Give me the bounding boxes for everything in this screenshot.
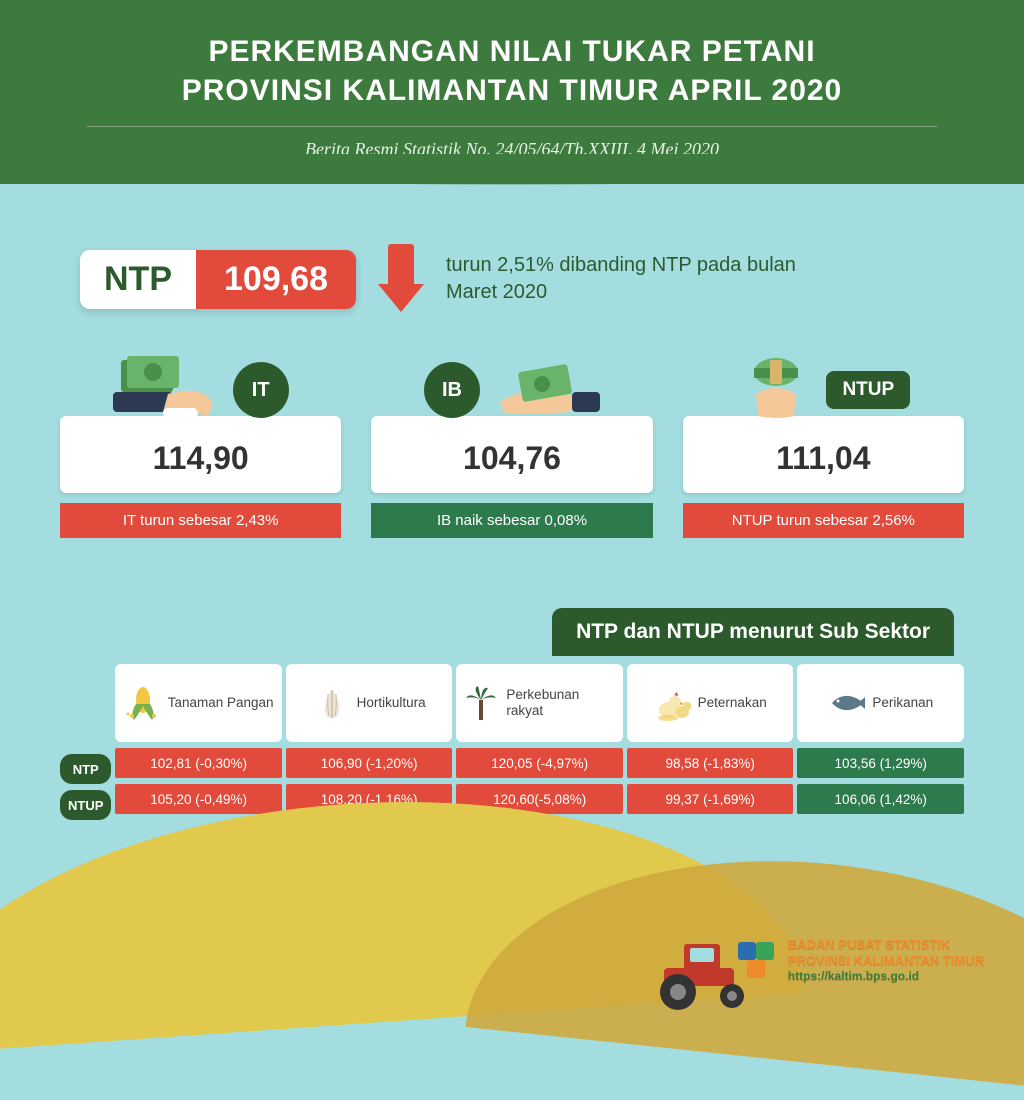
subsector-column: Perikanan 103,56 (1,29%) 106,06 (1,42%) — [797, 664, 964, 820]
cell-ntp: 120,05 (-4,97%) — [456, 748, 623, 778]
column-name: Tanaman Pangan — [168, 695, 274, 711]
footer-illustration — [0, 844, 1024, 1024]
cell-ntp: 102,81 (-0,30%) — [115, 748, 282, 778]
subsector-column: Perkebunan rakyat 120,05 (-4,97%) 120,60… — [456, 664, 623, 820]
content: NTP 109,68 turun 2,51% dibanding NTP pad… — [0, 184, 1024, 820]
ntp-value: 109,68 — [196, 250, 356, 309]
cell-ntp: 98,58 (-1,83%) — [627, 748, 794, 778]
value-it: 114,90 — [60, 416, 341, 493]
subsector-table: NTP NTUP Tanaman Pangan 102,81 (-0,30%) … — [60, 664, 964, 820]
hand-receive-money-icon — [490, 354, 600, 426]
note-it: IT turun sebesar 2,43% — [60, 503, 341, 538]
subsector-heading: NTP dan NTUP menurut Sub Sektor — [552, 608, 954, 656]
org-line1: BADAN PUSAT STATISTIK — [788, 937, 984, 953]
cell-ntup: 99,37 (-1,69%) — [627, 784, 794, 814]
column-name: Perkebunan rakyat — [506, 687, 617, 718]
column-name: Perikanan — [872, 695, 933, 711]
column-header: Perikanan — [797, 664, 964, 742]
cell-ntup: 105,20 (-0,49%) — [115, 784, 282, 814]
fish-icon — [828, 684, 866, 722]
subsector-column: Tanaman Pangan 102,81 (-0,30%) 105,20 (-… — [115, 664, 282, 820]
ntp-label: NTP — [80, 250, 196, 309]
three-metric-cards: IT 114,90 IT turun sebesar 2,43% IB 104,… — [60, 354, 964, 538]
garlic-icon — [313, 684, 351, 722]
footer-text: BADAN PUSAT STATISTIK PROVINSI KALIMANTA… — [788, 937, 984, 985]
tag-ntup: NTUP — [826, 371, 910, 409]
note-ntup: NTUP turun sebesar 2,56% — [683, 503, 964, 538]
value-ib: 104,76 — [371, 416, 652, 493]
column-header: Hortikultura — [286, 664, 453, 742]
column-name: Peternakan — [698, 695, 767, 711]
subsector-column: Peternakan 98,58 (-1,83%) 99,37 (-1,69%) — [627, 664, 794, 820]
note-ib: IB naik sebesar 0,08% — [371, 503, 652, 538]
tag-ib: IB — [424, 362, 480, 418]
ntp-badge: NTP 109,68 — [80, 250, 356, 309]
org-url: https://kaltim.bps.go.id — [788, 969, 984, 984]
column-header: Perkebunan rakyat — [456, 664, 623, 742]
cell-ntp: 106,90 (-1,20%) — [286, 748, 453, 778]
ntp-description: turun 2,51% dibanding NTP pada bulan Mar… — [446, 252, 826, 306]
card-ib: IB 104,76 IB naik sebesar 0,08% — [371, 354, 652, 538]
hand-give-money-icon — [113, 354, 223, 426]
tag-it: IT — [233, 362, 289, 418]
org-line2: PROVINSI KALIMANTAN TIMUR — [788, 953, 984, 969]
column-header: Tanaman Pangan — [115, 664, 282, 742]
footer-logo: BADAN PUSAT STATISTIK PROVINSI KALIMANTA… — [734, 937, 984, 985]
column-name: Hortikultura — [357, 695, 426, 711]
value-ntup: 111,04 — [683, 416, 964, 493]
cell-ntup: 108,20 (-1,16%) — [286, 784, 453, 814]
subsector-section: NTP dan NTUP menurut Sub Sektor NTP NTUP… — [60, 608, 964, 820]
palm-icon — [462, 684, 500, 722]
subtitle: Berita Resmi Statistik No. 24/05/64/Th.X… — [40, 139, 984, 160]
page-title: PERKEMBANGAN NILAI TUKAR PETANI PROVINSI… — [40, 32, 984, 110]
row-label-ntup: NTUP — [60, 790, 111, 820]
cell-ntup: 120,60(-5,08%) — [456, 784, 623, 814]
title-line1: PERKEMBANGAN NILAI TUKAR PETANI — [208, 35, 815, 68]
row-label-ntp: NTP — [60, 754, 111, 784]
divider — [87, 126, 937, 127]
title-line2: PROVINSI KALIMANTAN TIMUR APRIL 2020 — [182, 74, 843, 107]
subsector-column: Hortikultura 106,90 (-1,20%) 108,20 (-1,… — [286, 664, 453, 820]
cell-ntp: 103,56 (1,29%) — [797, 748, 964, 778]
header: PERKEMBANGAN NILAI TUKAR PETANI PROVINSI… — [0, 0, 1024, 184]
cell-ntup: 106,06 (1,42%) — [797, 784, 964, 814]
hand-money-roll-icon — [736, 354, 816, 426]
column-header: Peternakan — [627, 664, 794, 742]
chicken-icon — [654, 684, 692, 722]
corn-icon — [124, 684, 162, 722]
row-labels: NTP NTUP — [60, 664, 111, 820]
card-it: IT 114,90 IT turun sebesar 2,43% — [60, 354, 341, 538]
ntp-summary: NTP 109,68 turun 2,51% dibanding NTP pad… — [60, 244, 964, 314]
arrow-down-icon — [378, 244, 424, 314]
card-ntup: NTUP 111,04 NTUP turun sebesar 2,56% — [683, 354, 964, 538]
bps-logo-icon — [734, 938, 778, 982]
